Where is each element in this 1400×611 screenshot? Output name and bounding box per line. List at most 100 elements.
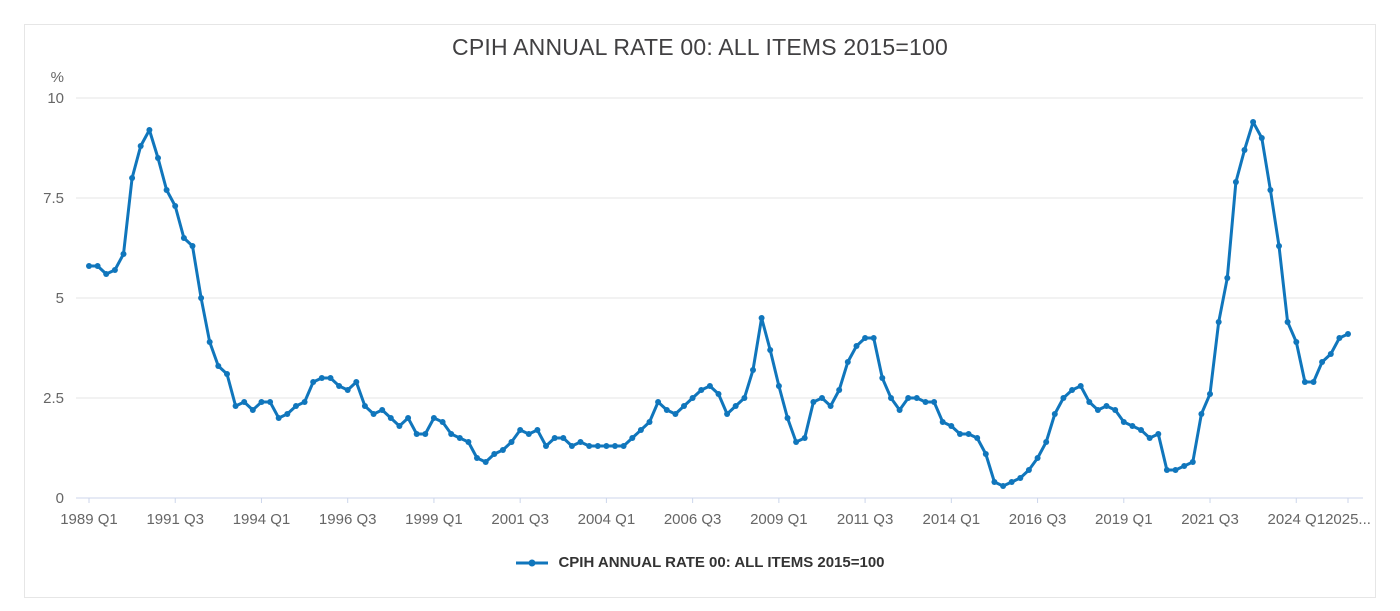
data-point-marker[interactable] [1163,467,1170,473]
data-point-marker[interactable] [353,379,360,385]
data-point-marker[interactable] [327,375,334,381]
data-point-marker[interactable] [1293,339,1300,345]
data-point-marker[interactable] [793,439,800,445]
data-point-marker[interactable] [1129,423,1136,429]
data-point-marker[interactable] [155,155,161,161]
data-point-marker[interactable] [430,415,437,421]
data-point-marker[interactable] [129,175,136,181]
data-point-marker[interactable] [844,359,851,365]
data-point-marker[interactable] [344,387,351,393]
data-point-marker[interactable] [732,403,739,409]
data-point-marker[interactable] [1103,403,1110,409]
data-point-marker[interactable] [1112,407,1119,413]
data-point-marker[interactable] [310,379,317,385]
data-point-marker[interactable] [534,427,541,433]
data-point-marker[interactable] [629,435,636,441]
data-point-marker[interactable] [267,399,274,405]
data-point-marker[interactable] [827,403,834,409]
data-point-marker[interactable] [456,435,463,441]
data-point-marker[interactable] [499,447,506,453]
data-point-marker[interactable] [111,267,118,273]
data-point-marker[interactable] [663,407,670,413]
data-point-marker[interactable] [1094,407,1101,413]
data-point-marker[interactable] [1155,431,1162,437]
data-point-marker[interactable] [318,375,325,381]
data-point-marker[interactable] [275,415,282,421]
data-point-marker[interactable] [1146,435,1153,441]
data-point-marker[interactable] [422,431,429,437]
data-point-marker[interactable] [913,395,920,401]
data-point-marker[interactable] [405,415,412,421]
data-point-marker[interactable] [957,431,963,437]
data-point-marker[interactable] [361,403,368,409]
data-point-marker[interactable] [508,439,515,445]
data-point-marker[interactable] [724,411,731,417]
data-point-marker[interactable] [301,399,308,405]
data-point-marker[interactable] [1241,147,1248,153]
data-point-marker[interactable] [922,399,929,405]
data-point-marker[interactable] [1172,467,1179,473]
data-point-marker[interactable] [491,451,498,457]
data-point-marker[interactable] [1276,243,1282,249]
data-point-marker[interactable] [94,263,101,269]
data-point-marker[interactable] [1258,135,1265,141]
data-point-marker[interactable] [258,399,265,405]
data-point-marker[interactable] [620,443,627,449]
data-point-marker[interactable] [939,419,946,425]
data-point-marker[interactable] [465,439,472,445]
data-point-marker[interactable] [448,431,455,437]
data-point-marker[interactable] [991,479,998,485]
data-point-marker[interactable] [948,423,955,429]
data-point-marker[interactable] [1215,319,1222,325]
data-point-marker[interactable] [1267,187,1274,193]
data-point-marker[interactable] [637,427,644,433]
data-point-marker[interactable] [698,387,705,393]
data-point-marker[interactable] [741,395,748,401]
data-point-marker[interactable] [982,451,989,457]
data-point-marker[interactable] [1008,479,1015,485]
data-point-marker[interactable] [767,347,774,353]
data-point-marker[interactable] [1327,351,1334,357]
data-point-marker[interactable] [819,395,825,401]
data-point-marker[interactable] [681,403,687,409]
data-point-marker[interactable] [517,427,524,433]
cpih-series[interactable] [86,119,1351,489]
data-point-marker[interactable] [603,443,610,449]
data-point-marker[interactable] [1284,319,1291,325]
data-point-marker[interactable] [413,431,420,437]
data-point-marker[interactable] [1319,359,1326,365]
data-point-marker[interactable] [1301,379,1308,385]
data-point-marker[interactable] [888,395,894,401]
data-point-marker[interactable] [146,127,153,133]
data-point-marker[interactable] [758,315,765,321]
data-point-marker[interactable] [1077,383,1084,389]
data-point-marker[interactable] [1017,475,1024,481]
legend-item[interactable]: CPIH ANNUAL RATE 00: ALL ITEMS 2015=100 [25,554,1375,571]
data-point-marker[interactable] [594,443,601,449]
data-point-marker[interactable] [1189,459,1196,465]
data-point-marker[interactable] [1345,331,1351,337]
data-point-marker[interactable] [689,395,696,401]
data-point-marker[interactable] [215,363,222,369]
data-point-marker[interactable] [1232,179,1239,185]
data-point-marker[interactable] [1181,463,1188,469]
data-point-marker[interactable] [1224,275,1231,281]
data-point-marker[interactable] [474,455,480,461]
data-point-marker[interactable] [482,459,489,465]
data-point-marker[interactable] [232,403,239,409]
data-point-marker[interactable] [293,403,299,409]
data-point-marker[interactable] [206,339,213,345]
data-point-marker[interactable] [706,383,713,389]
data-point-marker[interactable] [1138,427,1144,433]
data-point-marker[interactable] [577,439,584,445]
data-point-marker[interactable] [180,235,187,241]
data-point-marker[interactable] [396,423,403,429]
data-point-marker[interactable] [775,383,782,389]
data-point-marker[interactable] [836,387,843,393]
data-point-marker[interactable] [655,399,662,405]
data-point-marker[interactable] [1025,467,1032,473]
data-point-marker[interactable] [543,443,549,449]
data-point-marker[interactable] [1207,391,1213,397]
data-point-marker[interactable] [137,143,144,149]
data-point-marker[interactable] [1310,379,1317,385]
